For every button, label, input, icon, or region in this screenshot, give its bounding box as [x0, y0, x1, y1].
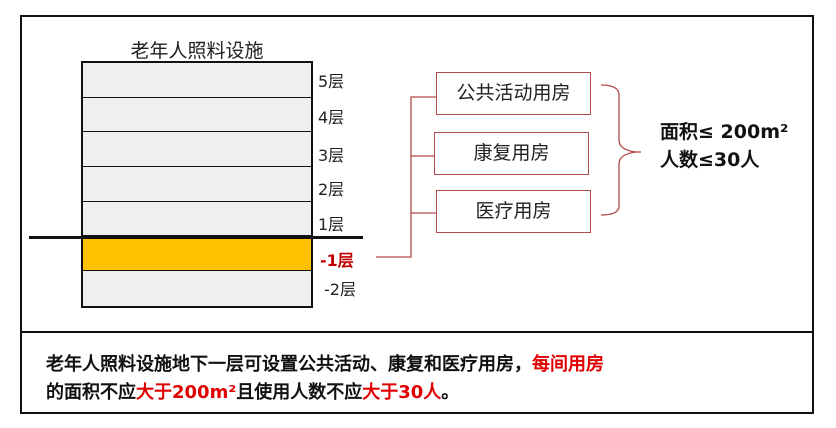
figure-frame — [20, 15, 814, 414]
building — [81, 61, 313, 308]
floor-label: 5层 — [318, 72, 345, 91]
floor-2 — [83, 167, 311, 202]
caption-text: 且使用人数不应 — [236, 382, 363, 403]
room-rehabilitation: 康复用房 — [434, 132, 589, 175]
floor-basement-1 — [83, 236, 311, 272]
floor-basement-2 — [83, 271, 311, 306]
caption-emphasis: 每间用房 — [532, 354, 604, 375]
caption-text: 老年人照料设施地下一层可设置公共活动、康复和医疗用房， — [46, 354, 532, 375]
floor-1 — [83, 201, 311, 237]
building-title: 老年人照料设施 — [130, 40, 264, 62]
caption-text: 。 — [441, 382, 460, 403]
floor-label: 2层 — [318, 180, 345, 199]
room-medical: 医疗用房 — [436, 190, 591, 233]
floor-4 — [83, 97, 311, 133]
floor-label: -2层 — [324, 280, 356, 299]
floor-label: 4层 — [318, 108, 345, 127]
caption-line-1: 老年人照料设施地下一层可设置公共活动、康复和医疗用房，每间用房 — [46, 350, 604, 376]
caption-emphasis: 大于30人 — [362, 382, 442, 403]
room-public-activity: 公共活动用房 — [436, 72, 591, 115]
divider — [20, 331, 814, 333]
area-limit: 面积≤ 200m² — [660, 121, 789, 143]
floor-label-highlighted: -1层 — [320, 251, 354, 270]
floor-label: 3层 — [318, 146, 345, 165]
caption-text: 的面积不应 — [46, 382, 136, 403]
floor-5 — [83, 63, 311, 98]
people-limit: 人数≤30人 — [660, 149, 760, 171]
floor-label: 1层 — [318, 215, 345, 234]
caption-emphasis: 大于200m² — [136, 382, 237, 403]
caption-line-2: 的面积不应大于200m²且使用人数不应大于30人。 — [46, 378, 459, 404]
ground-line — [29, 236, 363, 239]
floor-3 — [83, 132, 311, 168]
